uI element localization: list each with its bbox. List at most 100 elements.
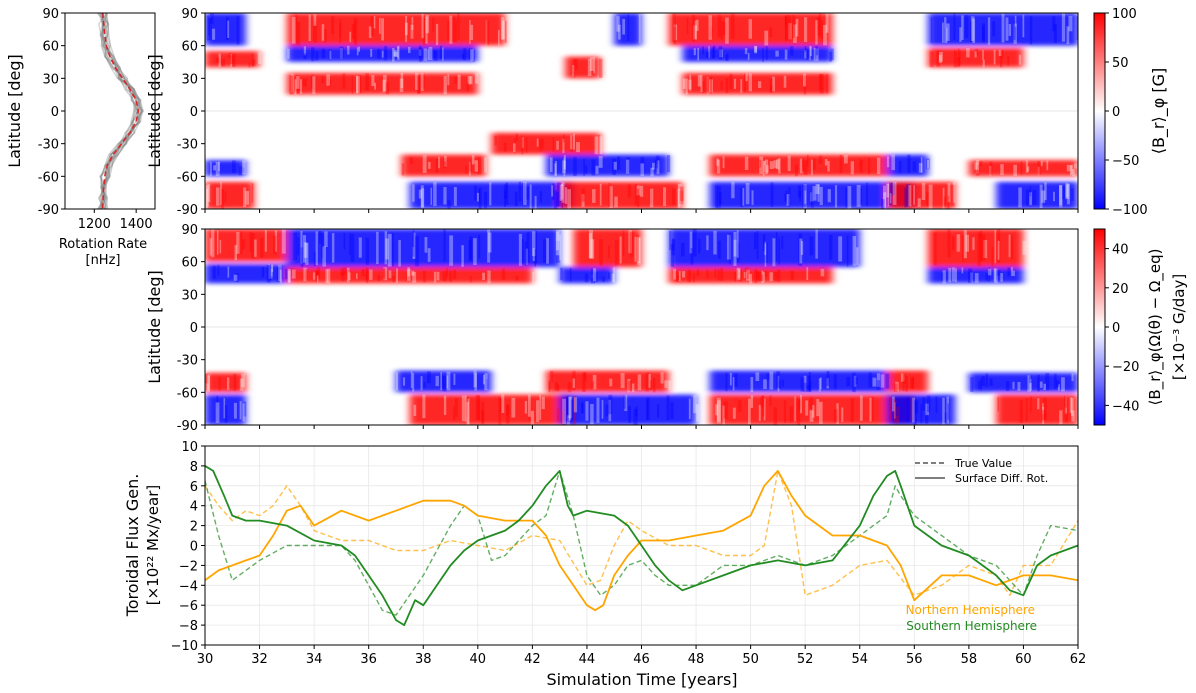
br-map-streak	[827, 189, 831, 203]
flux-map-streak	[820, 268, 825, 277]
flux-map-streak	[287, 269, 291, 283]
br-map-streak	[627, 184, 632, 198]
northern-dashed-series	[205, 470, 1078, 596]
flux-map-streak	[251, 232, 255, 259]
br-map-streak	[570, 134, 573, 150]
br-map-streak	[891, 182, 895, 196]
br-map-streak	[494, 135, 497, 146]
br-map-streak	[412, 184, 415, 202]
flux-map-streak	[841, 407, 844, 422]
flux-map-streak	[692, 229, 697, 257]
flux-map-streak	[779, 380, 782, 389]
br-map-streak	[377, 48, 381, 59]
flux-map-streak	[501, 268, 506, 281]
line-xtick-label: 46	[633, 652, 650, 667]
br-map-streak	[504, 20, 507, 43]
flux-map-streak	[722, 405, 725, 425]
flux-map-streak	[481, 401, 485, 423]
br-colorbar-gradient	[1093, 12, 1106, 210]
br-map-streak	[706, 77, 709, 95]
br-map-streak	[773, 160, 778, 169]
br-map-streak	[649, 188, 654, 208]
br-map-streak	[471, 155, 475, 165]
flux-map-streak	[677, 274, 680, 281]
flux-map-streak	[869, 397, 872, 422]
flux-map-streak	[249, 231, 252, 253]
br-map-streak	[920, 157, 923, 173]
flux-map-streak	[293, 232, 297, 261]
br-map-field-band	[927, 13, 1078, 46]
flux-map-streak	[412, 271, 417, 283]
br-map-streak	[730, 13, 735, 39]
southern-hemisphere-label: Southern Hemisphere	[906, 619, 1037, 633]
line-xtick-label: 44	[579, 652, 596, 667]
br-map-streak	[925, 158, 930, 170]
flux-map-streak	[207, 374, 211, 391]
flux-map-streak	[646, 397, 650, 421]
northern-hemisphere-label: Northern Hemisphere	[906, 603, 1035, 617]
profile-ensemble-line	[99, 12, 144, 210]
br-map-streak	[709, 79, 713, 93]
flux-map-field-band	[573, 229, 642, 268]
br-map-streak	[370, 48, 373, 57]
flux-map-streak	[412, 230, 415, 257]
br-map-streak	[705, 77, 708, 95]
flux-map-streak	[1025, 398, 1028, 423]
br-map-streak	[907, 154, 911, 174]
flux-map-streak	[427, 371, 431, 384]
br-map-streak	[926, 159, 930, 169]
br-map-streak	[561, 182, 565, 203]
br-map-streak	[810, 192, 814, 208]
flux-colorbar-tick-label: 40	[1112, 243, 1129, 258]
br-map-streak	[313, 14, 317, 26]
flux-map-streak	[1054, 373, 1057, 390]
line-xtick-label: 36	[360, 652, 377, 667]
br-map-streak	[719, 192, 722, 205]
br-map-streak	[321, 24, 325, 41]
flux-map-field-band	[205, 372, 246, 393]
flux-map-streak	[487, 229, 491, 263]
flux-map-streak	[868, 372, 872, 388]
flux-map-streak	[461, 245, 464, 267]
flux-map-streak	[736, 243, 740, 263]
flux-map-streak	[963, 230, 967, 259]
flux-map-streak	[377, 275, 381, 282]
flux-map-field-band	[559, 394, 697, 425]
br-map-streak	[1037, 166, 1040, 176]
flux-map-streak	[993, 268, 996, 282]
br-map-streak	[557, 182, 561, 207]
br-map-streak	[356, 76, 360, 93]
flux-map-field-band	[668, 229, 860, 268]
flux-map-streak	[906, 396, 910, 422]
profile-ensemble-line	[99, 12, 137, 210]
flux-map-streak	[466, 401, 469, 425]
br-map-streak	[939, 51, 943, 62]
br-map-streak	[227, 20, 230, 38]
br-map-streak	[433, 49, 436, 59]
flux-map-streak	[557, 408, 559, 422]
flux-map-streak	[1070, 397, 1074, 417]
flux-map-streak	[646, 399, 649, 420]
br-map-streak	[551, 183, 555, 201]
flux-map-streak	[693, 395, 697, 414]
flux-map-streak	[671, 239, 676, 256]
br-map-streak	[410, 24, 414, 39]
br-map-streak	[562, 138, 565, 154]
br-map-streak	[726, 53, 729, 61]
br-map-field-band	[401, 154, 486, 177]
br-map-streak	[802, 159, 804, 170]
br-map-streak	[432, 18, 435, 33]
br-map-streak	[410, 23, 414, 40]
br-map-streak	[514, 191, 518, 207]
br-map-streak	[989, 161, 993, 175]
flux-map-streak	[423, 381, 426, 389]
flux-map-streak	[405, 273, 408, 282]
flux-map-streak	[302, 235, 307, 263]
flux-colorbar-tick-label: −20	[1112, 360, 1139, 375]
br-map-streak	[245, 191, 250, 205]
line-ytick-label: 0	[190, 540, 198, 555]
flux-map-streak	[515, 275, 519, 281]
flux-map-streak	[650, 380, 653, 391]
profile-ytick-label: -90	[38, 203, 59, 218]
br-map-streak	[444, 155, 447, 167]
